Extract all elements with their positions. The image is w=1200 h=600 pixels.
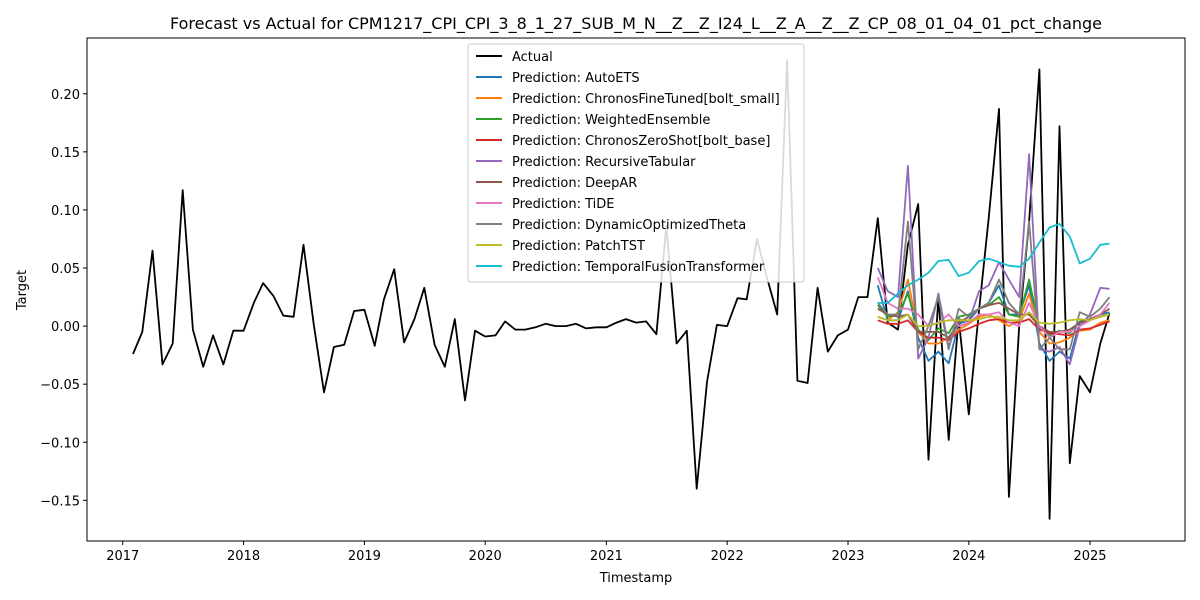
series-line-temporalfusiontransformer xyxy=(877,223,1110,304)
plot-frame xyxy=(86,37,1186,542)
y-tick-label: −0.05 xyxy=(40,378,80,393)
y-tick-label: 0.10 xyxy=(51,204,80,219)
y-tick-label: 0.15 xyxy=(51,146,80,161)
y-tick-label: 0.20 xyxy=(51,88,80,103)
y-tick-label: 0.05 xyxy=(51,262,80,277)
y-tick-label: 0.00 xyxy=(51,320,80,335)
legend-entry-label: Prediction: TiDE xyxy=(512,197,614,212)
y-tick-label: −0.15 xyxy=(40,494,80,509)
legend-entry-label: Prediction: WeightedEnsemble xyxy=(512,113,710,128)
legend-entry-label: Prediction: PatchTST xyxy=(512,239,645,254)
plot-area xyxy=(132,59,1111,520)
legend-entry-label: Prediction: ChronosZeroShot[bolt_base] xyxy=(512,134,770,149)
chart-title: Forecast vs Actual for CPM1217_CPI_CPI_3… xyxy=(170,14,1102,34)
x-axis-title: Timestamp xyxy=(599,571,673,586)
legend: Actual Prediction: AutoETS Prediction: Chr… xyxy=(467,43,805,283)
y-axis-title: Target xyxy=(15,270,30,311)
legend-entry-label: Prediction: AutoETS xyxy=(512,71,640,86)
x-tick-label: 2021 xyxy=(590,549,623,564)
x-axis: 2017 2018 2019 2020 2021 2022 2023 2024 2025 xyxy=(106,541,1107,564)
y-axis: −0.15 −0.10 −0.05 0.00 0.05 0.10 0.15 0.20 xyxy=(40,88,87,509)
legend-entry-label: Actual xyxy=(512,50,553,65)
legend-entry-label: Prediction: DeepAR xyxy=(512,176,637,191)
series-line-patchtst xyxy=(877,311,1110,327)
x-tick-label: 2017 xyxy=(106,549,139,564)
x-tick-label: 2024 xyxy=(952,549,985,564)
legend-entry-label: Prediction: DynamicOptimizedTheta xyxy=(512,218,746,233)
x-tick-label: 2020 xyxy=(469,549,502,564)
legend-entry-label: Prediction: RecursiveTabular xyxy=(512,155,696,170)
series-line-actual xyxy=(132,59,1111,520)
x-tick-label: 2023 xyxy=(831,549,864,564)
x-tick-label: 2022 xyxy=(711,549,744,564)
series-line-dynamicoptimizedtheta xyxy=(877,220,1111,351)
x-tick-label: 2019 xyxy=(348,549,381,564)
x-tick-label: 2018 xyxy=(227,549,260,564)
legend-entry-label: Prediction: ChronosFineTuned[bolt_small] xyxy=(512,92,780,107)
y-tick-label: −0.10 xyxy=(40,436,80,451)
x-tick-label: 2025 xyxy=(1073,549,1106,564)
series-line-tide xyxy=(876,276,1111,339)
legend-entry-label: Prediction: TemporalFusionTransformer xyxy=(512,260,765,275)
legend-box xyxy=(467,43,805,283)
